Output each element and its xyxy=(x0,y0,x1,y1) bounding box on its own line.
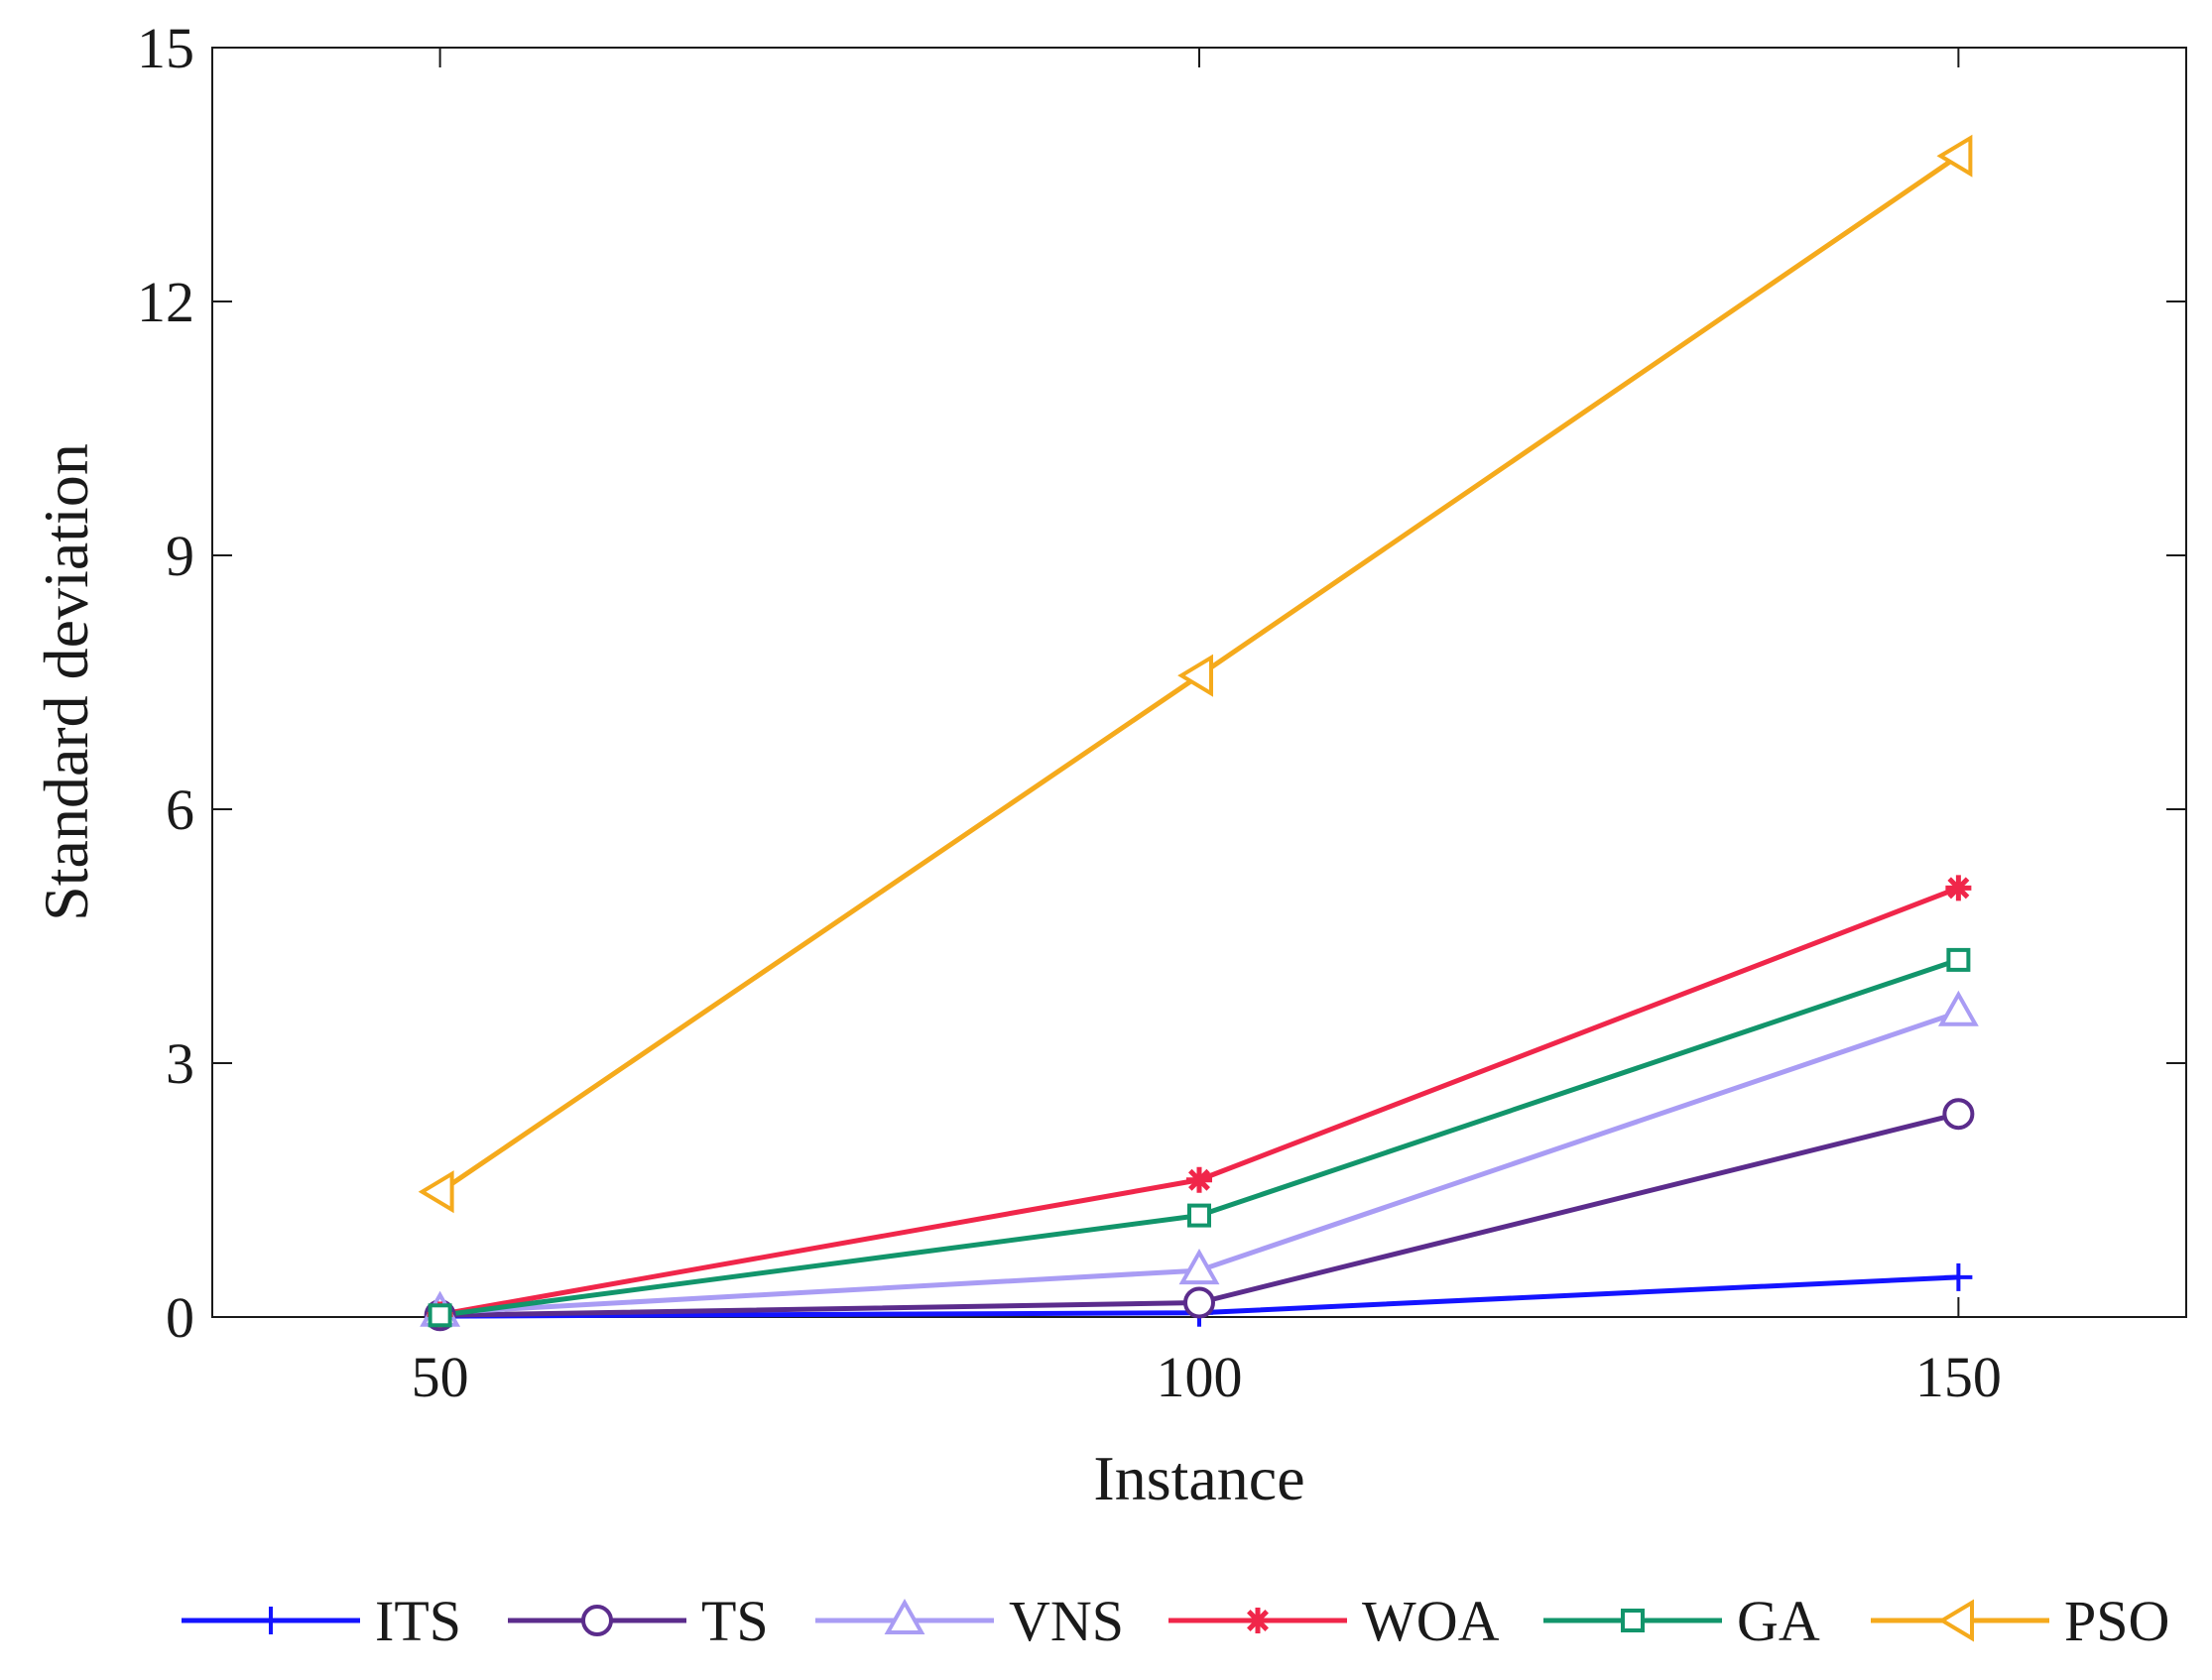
legend-marker-ts xyxy=(581,1605,613,1636)
legend-label: WOA xyxy=(1362,1589,1500,1653)
y-axis-title: Standard deviation xyxy=(31,443,101,921)
y-axis-ticks: 0 3 6 9 12 15 xyxy=(137,16,2186,1350)
legend-item-its: ITS xyxy=(182,1589,461,1653)
data-point-vns-100 xyxy=(1178,1249,1220,1285)
series-markers xyxy=(418,134,1979,1332)
legend: ITS TS VNS WOA GA PSO xyxy=(182,1589,2169,1653)
legend-label: TS xyxy=(701,1589,769,1653)
data-point-ga-50 xyxy=(428,1303,452,1328)
series-lines xyxy=(438,154,1960,1319)
legend-item-ts: TS xyxy=(508,1589,769,1653)
y-tick-label: 6 xyxy=(166,778,194,842)
legend-item-vns: VNS xyxy=(815,1589,1124,1653)
data-point-ts-100 xyxy=(1183,1286,1215,1319)
data-point-woa-100 xyxy=(1186,1166,1212,1193)
data-point-ga-150 xyxy=(1946,947,1971,972)
data-point-ts-150 xyxy=(1942,1098,1975,1131)
x-tick-label: 50 xyxy=(412,1345,469,1409)
data-point-ga-100 xyxy=(1187,1203,1211,1228)
data-point-pso-150 xyxy=(1936,134,1973,178)
data-point-pso-50 xyxy=(418,1170,454,1214)
data-point-vns-150 xyxy=(1937,990,1979,1026)
legend-item-pso: PSO xyxy=(1871,1589,2169,1653)
legend-label: VNS xyxy=(1009,1589,1124,1653)
x-axis-ticks: 50 100 150 xyxy=(412,48,2002,1409)
legend-item-ga: GA xyxy=(1543,1589,1820,1653)
x-tick-label: 150 xyxy=(1915,1345,2002,1409)
legend-label: GA xyxy=(1737,1589,1820,1653)
data-point-woa-150 xyxy=(1945,875,1972,901)
legend-marker-vns xyxy=(884,1598,925,1634)
x-tick-label: 100 xyxy=(1157,1345,1243,1409)
y-tick-label: 9 xyxy=(166,524,194,588)
y-tick-label: 15 xyxy=(137,16,194,80)
y-tick-label: 0 xyxy=(166,1285,194,1350)
legend-label: PSO xyxy=(2064,1589,2169,1653)
legend-marker-pso xyxy=(1938,1599,1974,1642)
legend-marker-woa xyxy=(1245,1608,1271,1633)
x-axis-title: Instance xyxy=(1093,1443,1304,1513)
legend-item-woa: WOA xyxy=(1168,1589,1500,1653)
data-point-its-150 xyxy=(1944,1262,1973,1291)
data-point-pso-100 xyxy=(1177,654,1213,697)
legend-label: ITS xyxy=(375,1589,461,1653)
legend-marker-ga xyxy=(1621,1609,1645,1632)
y-tick-label: 3 xyxy=(166,1031,194,1096)
legend-marker-its xyxy=(257,1607,285,1634)
y-tick-label: 12 xyxy=(137,270,194,334)
